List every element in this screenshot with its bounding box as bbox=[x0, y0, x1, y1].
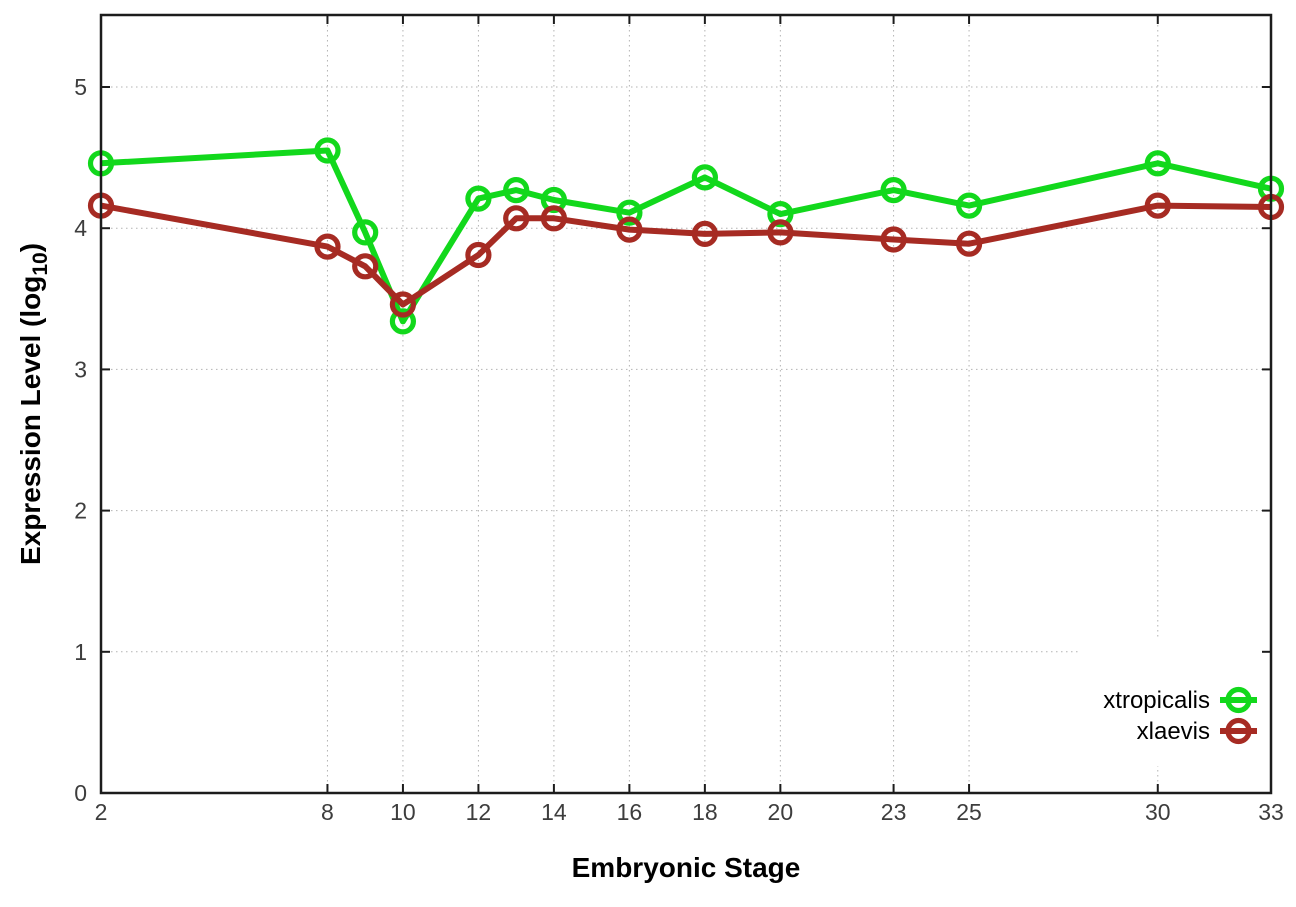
data-point-xtropicalis-stage-20 bbox=[767, 201, 794, 228]
y-tick-label-2: 2 bbox=[74, 498, 87, 524]
legend-marker-xlaevis bbox=[1225, 717, 1252, 745]
data-point-xtropicalis-stage-18 bbox=[691, 164, 719, 191]
data-point-xtropicalis-stage-23 bbox=[880, 177, 907, 204]
data-point-xtropicalis-stage-30 bbox=[1144, 150, 1171, 177]
data-point-xtropicalis-stage-16 bbox=[616, 199, 643, 226]
y-tick-label-4: 4 bbox=[74, 215, 87, 241]
x-tick-label-16: 16 bbox=[617, 799, 643, 825]
data-point-xlaevis-stage-14 bbox=[540, 205, 568, 232]
y-tick-label-5: 5 bbox=[74, 74, 87, 100]
y-tick-label-1: 1 bbox=[74, 639, 87, 665]
data-point-xlaevis-stage-9 bbox=[352, 253, 379, 280]
x-axis-title: Embryonic Stage bbox=[572, 852, 801, 883]
data-point-xtropicalis-stage-10 bbox=[389, 308, 416, 335]
data-point-xlaevis-stage-13 bbox=[503, 205, 530, 232]
data-point-xlaevis-stage-16 bbox=[616, 216, 643, 243]
x-tick-label-10: 10 bbox=[390, 799, 416, 825]
x-tick-label-25: 25 bbox=[956, 799, 982, 825]
data-point-xtropicalis-stage-9 bbox=[352, 219, 379, 246]
x-tick-label-8: 8 bbox=[321, 799, 334, 825]
x-tick-label-30: 30 bbox=[1145, 799, 1171, 825]
data-point-xlaevis-stage-12 bbox=[465, 241, 492, 269]
x-tick-label-2: 2 bbox=[95, 799, 108, 825]
legend-marker-xtropicalis bbox=[1225, 686, 1252, 714]
y-tick-label-0: 0 bbox=[74, 780, 87, 806]
data-point-xlaevis-stage-8 bbox=[314, 233, 341, 260]
x-tick-label-12: 12 bbox=[466, 799, 492, 825]
plot-border bbox=[99, 13, 1273, 795]
data-point-xtropicalis-stage-8 bbox=[314, 137, 341, 164]
data-point-xlaevis-stage-10 bbox=[389, 291, 416, 318]
data-point-xtropicalis-stage-14 bbox=[540, 186, 568, 214]
data-point-xlaevis-stage-30 bbox=[1144, 192, 1171, 219]
x-tick-label-18: 18 bbox=[692, 799, 718, 825]
legend-label-xtropicalis: xtropicalis bbox=[1103, 687, 1210, 714]
data-point-xlaevis-stage-25 bbox=[955, 230, 983, 257]
data-point-xlaevis-stage-23 bbox=[880, 226, 907, 253]
legend-label-xlaevis: xlaevis bbox=[1137, 718, 1210, 745]
x-tick-label-14: 14 bbox=[541, 799, 567, 825]
data-point-xtropicalis-stage-13 bbox=[503, 177, 530, 204]
data-point-xlaevis-stage-20 bbox=[767, 219, 794, 246]
y-axis-title: Expression Level (log10) bbox=[15, 243, 52, 565]
x-tick-label-23: 23 bbox=[881, 799, 907, 825]
series-line-xlaevis bbox=[100, 202, 1272, 308]
x-tick-label-33: 33 bbox=[1258, 799, 1284, 825]
y-tick-label-3: 3 bbox=[74, 356, 87, 382]
data-point-xtropicalis-stage-25 bbox=[955, 192, 983, 219]
data-point-xlaevis-stage-18 bbox=[691, 220, 719, 247]
data-point-xtropicalis-stage-12 bbox=[465, 185, 492, 212]
x-tick-label-20: 20 bbox=[768, 799, 794, 825]
